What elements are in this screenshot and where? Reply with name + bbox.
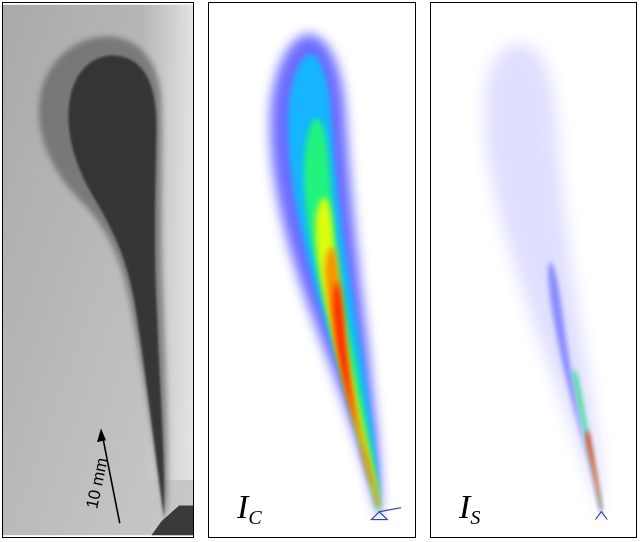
label-subscript: S [470, 507, 481, 529]
label-symbol: I [237, 489, 249, 526]
scale-bar-arrowhead-icon [97, 428, 106, 443]
scale-bar-line [102, 438, 121, 524]
panel-label-is: IS [459, 489, 481, 529]
shadowgraph-panel: 10 mm [2, 2, 194, 538]
scatter-contour-red [585, 430, 602, 512]
scattered-intensity-panel: IS [430, 2, 637, 538]
label-symbol: I [459, 489, 471, 526]
plume-core [68, 55, 165, 520]
scattered-intensity-image [431, 4, 636, 536]
label-subscript: C [248, 507, 262, 529]
intensity-contour-red [333, 281, 380, 510]
panel-label-ic: IC [237, 489, 262, 529]
continuous-intensity-panel: IC [208, 2, 416, 538]
nozzle-marker-icon [594, 510, 608, 520]
nozzle-icon [151, 505, 193, 536]
scatter-contour-blue [548, 262, 602, 516]
continuous-intensity-image [209, 4, 415, 536]
shadowgraph-image: 10 mm [3, 4, 193, 536]
nozzle-marker-icon [369, 507, 402, 521]
